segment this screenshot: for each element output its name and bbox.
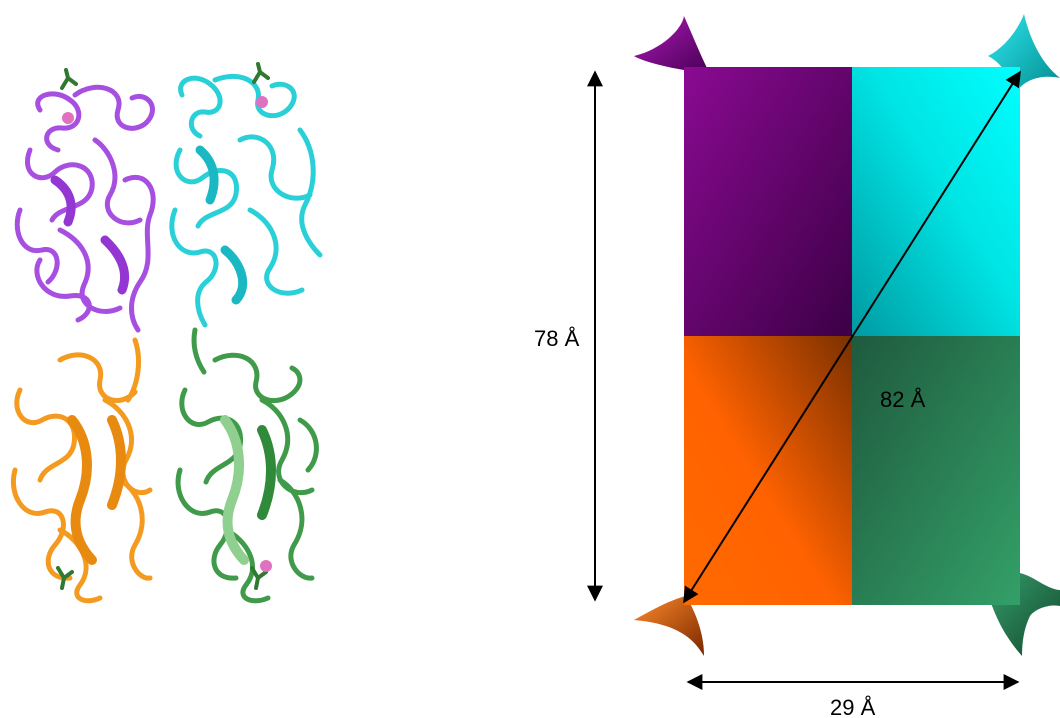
ligand-sticks: [56, 62, 270, 590]
horn-orange-bottom-left: [634, 596, 704, 656]
metal-ions: [62, 96, 272, 572]
horn-purple-top-left: [634, 16, 708, 70]
ribbon-structure: [11, 62, 323, 604]
horn-cyan-top-right: [988, 14, 1060, 96]
diagonal-label: 82 Å: [880, 387, 926, 412]
subunit-purple-ribbon: [14, 84, 156, 333]
quadrant-purple: [684, 67, 852, 336]
tetramer-schematic: 78 Å 82 Å 29 Å: [534, 14, 1060, 718]
width-label: 29 Å: [830, 695, 876, 718]
subunit-green-ribbon: [175, 327, 319, 604]
height-label: 78 Å: [534, 326, 580, 351]
diagonal-arrow: [683, 70, 1021, 604]
quadrant-green: [852, 336, 1020, 605]
subunit-orange-ribbon: [11, 337, 153, 604]
subunit-cyan-ribbon: [169, 73, 323, 328]
